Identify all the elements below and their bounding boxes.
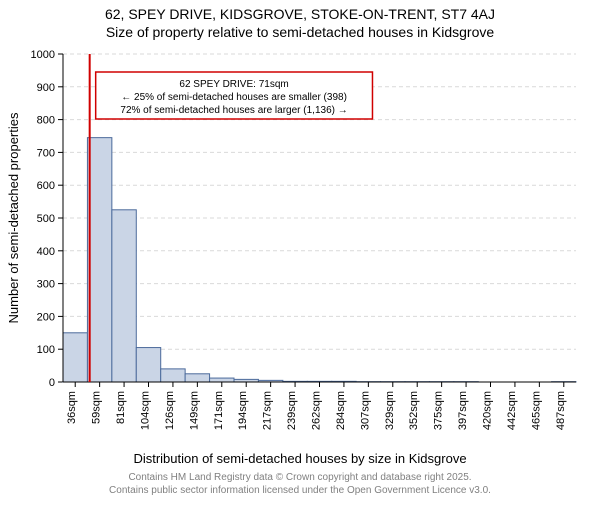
svg-text:200: 200	[37, 311, 55, 323]
svg-text:104sqm: 104sqm	[140, 391, 152, 430]
svg-text:500: 500	[37, 213, 55, 225]
svg-text:400: 400	[37, 246, 55, 258]
svg-text:262sqm: 262sqm	[311, 391, 323, 430]
svg-text:149sqm: 149sqm	[188, 391, 200, 430]
footer-line1: Contains HM Land Registry data © Crown c…	[0, 472, 600, 485]
svg-text:900: 900	[37, 82, 55, 94]
footer-line2: Contains public sector information licen…	[0, 485, 600, 498]
svg-text:36sqm: 36sqm	[66, 391, 78, 424]
x-axis-label: Distribution of semi-detached houses by …	[0, 451, 600, 466]
annotation-text: 62 SPEY DRIVE: 71sqm	[179, 79, 288, 90]
svg-text:171sqm: 171sqm	[213, 391, 225, 430]
histogram-bar	[161, 369, 185, 382]
histogram-bar	[112, 210, 136, 382]
svg-text:307sqm: 307sqm	[359, 391, 371, 430]
histogram-chart: 0 100 200 300 400 500 600 700 800 900 1000 36sqm 59s…	[0, 44, 600, 444]
svg-text:420sqm: 420sqm	[482, 391, 494, 430]
svg-text:81sqm: 81sqm	[115, 391, 127, 424]
svg-text:465sqm: 465sqm	[530, 391, 542, 430]
histogram-bar	[87, 138, 111, 382]
chart-subtitle: Size of property relative to semi-detach…	[0, 24, 600, 40]
histogram-bar	[185, 374, 209, 382]
svg-text:Number of semi-detached proper: Number of semi-detached properties	[6, 112, 21, 323]
svg-text:59sqm: 59sqm	[91, 391, 103, 424]
svg-text:126sqm: 126sqm	[164, 391, 176, 430]
histogram-bar	[210, 378, 234, 382]
svg-text:397sqm: 397sqm	[457, 391, 469, 430]
svg-text:217sqm: 217sqm	[262, 391, 274, 430]
svg-text:300: 300	[37, 279, 55, 291]
svg-text:600: 600	[37, 180, 55, 192]
svg-text:239sqm: 239sqm	[286, 391, 298, 430]
histogram-bar	[136, 348, 160, 382]
svg-text:1000: 1000	[31, 49, 55, 61]
svg-text:100: 100	[37, 344, 55, 356]
svg-text:194sqm: 194sqm	[237, 391, 249, 430]
svg-text:284sqm: 284sqm	[335, 391, 347, 430]
annotation-text: 72% of semi-detached houses are larger (…	[120, 105, 347, 116]
svg-text:329sqm: 329sqm	[384, 391, 396, 430]
svg-text:442sqm: 442sqm	[506, 391, 518, 430]
histogram-bar	[63, 333, 87, 382]
svg-text:700: 700	[37, 147, 55, 159]
chart-title-line1: 62, SPEY DRIVE, KIDSGROVE, STOKE-ON-TREN…	[0, 6, 600, 22]
svg-text:352sqm: 352sqm	[408, 391, 420, 430]
svg-text:800: 800	[37, 115, 55, 127]
svg-text:375sqm: 375sqm	[433, 391, 445, 430]
copyright-footer: Contains HM Land Registry data © Crown c…	[0, 472, 600, 497]
svg-text:0: 0	[49, 377, 55, 389]
annotation-text: ← 25% of semi-detached houses are smalle…	[121, 92, 347, 103]
svg-text:487sqm: 487sqm	[555, 391, 567, 430]
